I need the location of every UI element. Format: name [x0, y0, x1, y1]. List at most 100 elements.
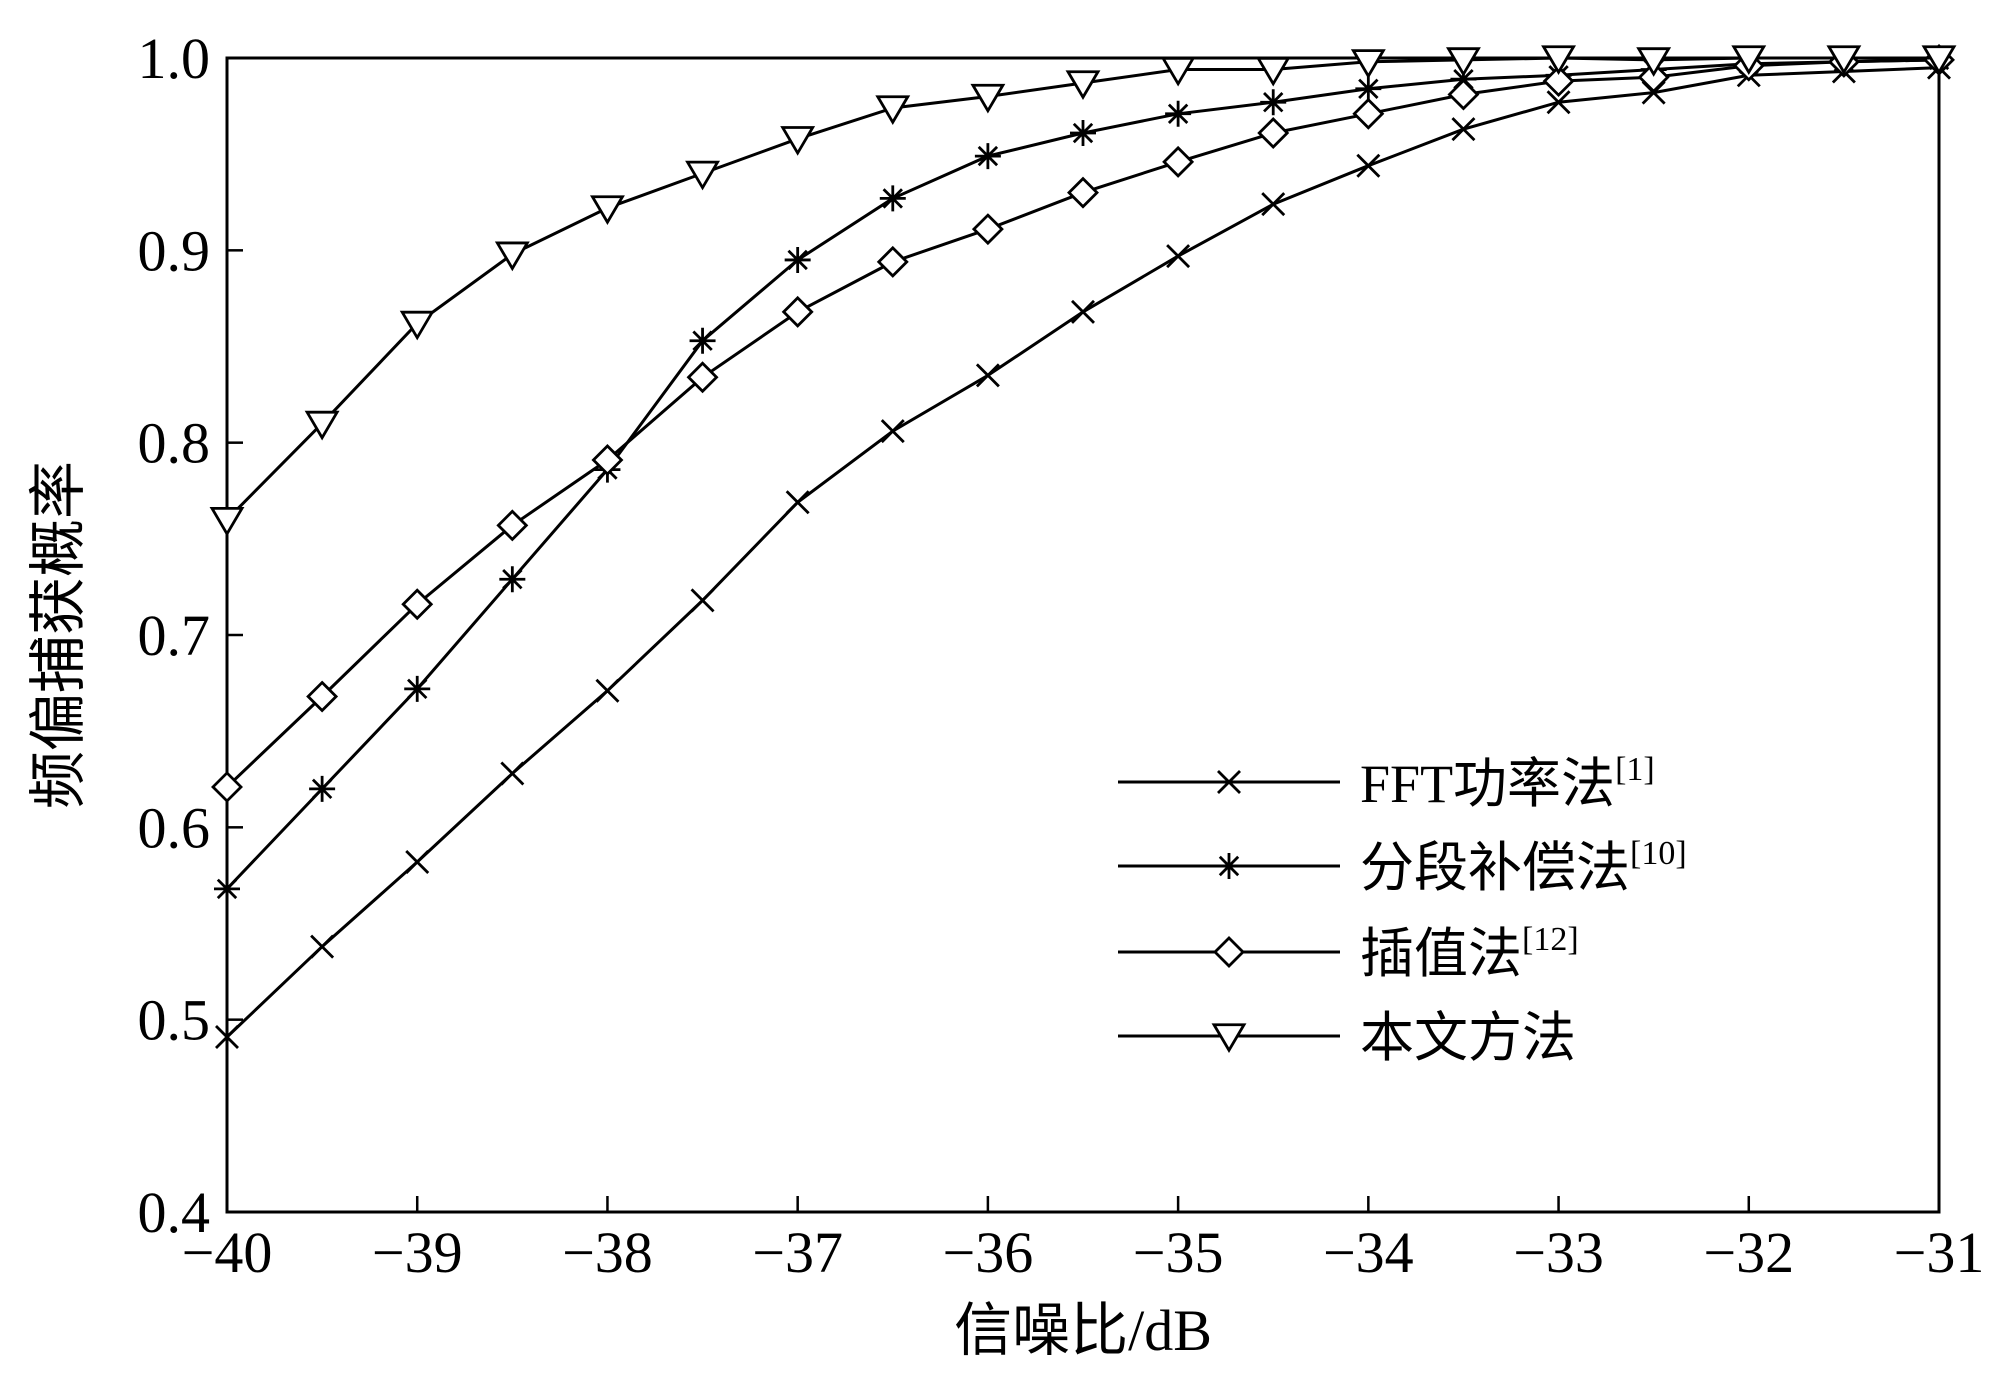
data-point [1636, 47, 1672, 77]
data-point [309, 775, 336, 802]
series-4 [209, 45, 1957, 537]
data-point [1261, 192, 1286, 217]
legend-item: 分段补偿法[10] [1118, 835, 1687, 898]
data-point [209, 506, 245, 537]
legend-name: 插值法 [1360, 924, 1522, 984]
y-tick-label: 1.0 [138, 26, 211, 91]
data-point [1731, 45, 1767, 76]
y-tick-label: 0.9 [138, 218, 211, 283]
legend-name: FFT功率法 [1360, 754, 1615, 814]
series-line [225, 66, 1940, 1039]
data-point [1637, 61, 1670, 94]
data-point [306, 680, 339, 713]
data-point [686, 361, 719, 394]
data-point [689, 327, 716, 354]
data-point [1352, 97, 1385, 130]
data-point [401, 588, 434, 621]
data-point [971, 213, 1004, 246]
data-point [1071, 299, 1095, 324]
data-point [310, 934, 335, 959]
legend-name: 本文方法 [1360, 1008, 1576, 1068]
x-tick-label: −37 [752, 1220, 843, 1285]
x-tick-label: −34 [1323, 1220, 1414, 1285]
data-point [785, 490, 810, 515]
x-tick-label: −40 [182, 1220, 273, 1285]
data-point [399, 310, 435, 341]
data-point [404, 675, 431, 702]
data-point [1257, 117, 1290, 149]
legend-reference: [1] [1615, 751, 1655, 788]
data-point [211, 770, 243, 803]
y-tick-label: 0.6 [138, 795, 211, 860]
x-tick-label: −35 [1133, 1220, 1224, 1285]
y-tick-label: 0.4 [138, 1180, 211, 1245]
legend-label: 插值法[12] [1360, 921, 1579, 984]
series-line [225, 58, 1940, 788]
legend-label: 分段补偿法[10] [1360, 835, 1687, 898]
data-point [1165, 100, 1192, 127]
data-point [780, 126, 816, 156]
legend-name: 分段补偿法 [1360, 838, 1630, 898]
data-point [1826, 45, 1862, 76]
data-point [589, 195, 625, 226]
x-tick-label: −33 [1513, 1220, 1604, 1285]
data-point [1541, 45, 1577, 76]
data-point [494, 241, 530, 272]
legend-marker [1216, 853, 1242, 879]
legend-marker [1217, 770, 1241, 794]
legend-item: FFT功率法[1] [1118, 751, 1655, 814]
series-2 [214, 46, 1952, 902]
data-point [880, 419, 905, 444]
data-point [974, 143, 1001, 170]
data-point [215, 1024, 239, 1049]
y-axis-label: 频偏捕获概率 [26, 461, 91, 809]
data-point [1355, 75, 1382, 102]
y-axis: 0.4 0.5 0.6 0.7 0.8 0.9 1.0 [138, 26, 243, 1245]
data-point [1356, 153, 1381, 178]
y-tick-label: 0.5 [138, 988, 211, 1053]
legend-reference: [10] [1630, 835, 1687, 872]
x-tick-label: −31 [1894, 1220, 1985, 1285]
data-point [1350, 49, 1386, 79]
data-point [784, 246, 811, 273]
series-3 [211, 43, 1955, 803]
data-point [1160, 56, 1196, 87]
plot-frame [225, 56, 1941, 1214]
data-point [690, 588, 715, 613]
data-point [499, 566, 526, 593]
y-tick-label: 0.7 [138, 603, 211, 668]
legend-label: FFT功率法[1] [1360, 751, 1655, 814]
data-point [405, 849, 430, 874]
legend-marker [1213, 936, 1245, 968]
data-point [1260, 89, 1287, 116]
data-point [1921, 45, 1957, 76]
data-point [496, 509, 529, 542]
data-point [1065, 70, 1101, 101]
data-point [304, 410, 340, 441]
data-point [781, 295, 814, 328]
x-axis: −40 −39 −38 −37 −36 −35 −34 −33 −32 −31 [182, 1196, 1985, 1285]
data-point [1067, 176, 1099, 209]
plot-area [209, 43, 1957, 1049]
data-point [500, 761, 525, 786]
data-point [879, 185, 906, 212]
data-point [1166, 244, 1191, 269]
legend-item: 本文方法 [1118, 1008, 1576, 1068]
x-tick-label: −36 [943, 1220, 1034, 1285]
legend-reference: [12] [1522, 921, 1579, 958]
x-axis-label: 信噪比/dB [954, 1298, 1212, 1363]
data-point [1162, 145, 1195, 178]
y-tick-label: 0.8 [138, 411, 211, 476]
x-tick-label: −39 [372, 1220, 463, 1285]
legend-marker [1211, 1023, 1247, 1054]
data-point [591, 443, 624, 476]
data-point [1070, 120, 1096, 147]
x-tick-label: −32 [1703, 1220, 1794, 1285]
data-point [685, 160, 721, 191]
data-point [875, 95, 911, 126]
data-point [214, 875, 240, 902]
data-point [1542, 65, 1575, 98]
x-tick-label: −38 [562, 1220, 653, 1285]
data-point [975, 363, 1000, 388]
